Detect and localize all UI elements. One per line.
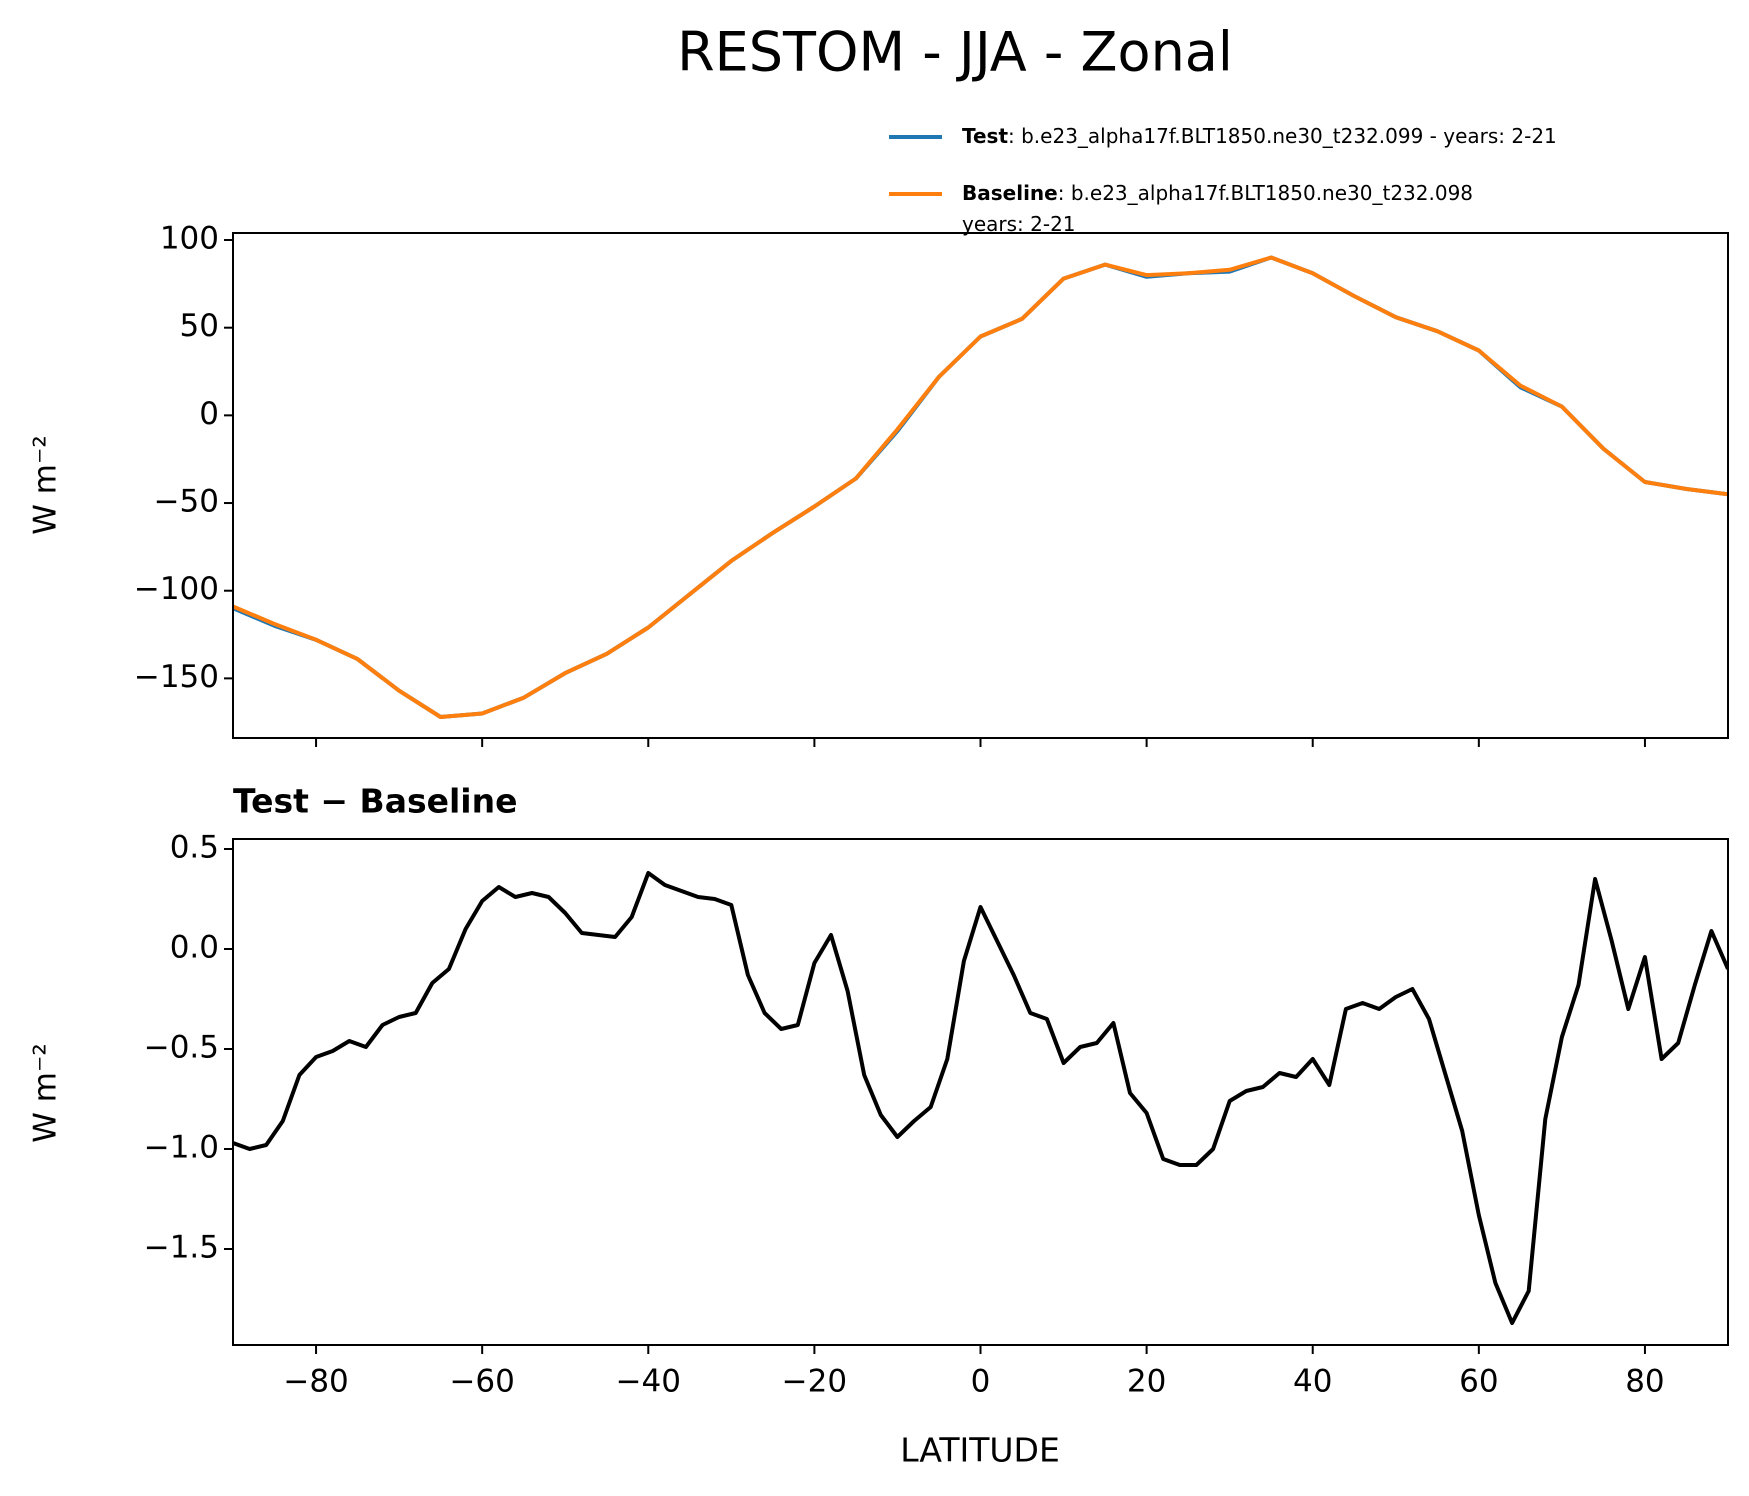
x-tick-label: 80 [1625, 1364, 1664, 1400]
legend-description: years: 2-21 [962, 212, 1076, 236]
x-tick-label: 60 [1459, 1364, 1498, 1400]
y-tick-label: −50 [154, 484, 219, 520]
legend-label: Baseline: b.e23_alpha17f.BLT1850.ne30_t2… [962, 181, 1473, 236]
plot-frame [232, 232, 1729, 739]
x-tick-label: −40 [616, 1364, 681, 1400]
y-tick-label: −100 [134, 571, 219, 607]
x-axis-label: LATITUDE [900, 1431, 1060, 1470]
y-tick-label: 0.5 [170, 830, 219, 866]
chart-title: RESTOM - JJA - Zonal [677, 21, 1233, 84]
x-tick-label: −80 [283, 1364, 348, 1400]
data-line [233, 255, 1728, 719]
y-tick-label: −0.5 [144, 1030, 219, 1066]
legend-description: : b.e23_alpha17f.BLT1850.ne30_t232.098 [1058, 181, 1473, 205]
y-tick-label: −1.5 [144, 1230, 219, 1266]
y-tick-label: 50 [180, 308, 219, 344]
data-line [233, 871, 1728, 1325]
subplot-title: Test − Baseline [233, 782, 518, 821]
data-line [233, 255, 1728, 719]
legend-name: Baseline [962, 181, 1058, 205]
y-tick-label: −1.0 [144, 1130, 219, 1166]
y-axis-label: W m⁻² [28, 1043, 64, 1143]
legend-description: : b.e23_alpha17f.BLT1850.ne30_t232.099 -… [1008, 124, 1557, 148]
y-tick-label: −150 [134, 659, 219, 695]
x-tick-label: 20 [1127, 1364, 1166, 1400]
plot-frame [232, 838, 1729, 1346]
legend-label: Test: b.e23_alpha17f.BLT1850.ne30_t232.0… [962, 124, 1557, 148]
x-tick-label: 0 [971, 1364, 991, 1400]
y-tick-label: 0.0 [170, 930, 219, 966]
y-tick-label: 100 [160, 221, 219, 257]
x-tick-label: −60 [449, 1364, 514, 1400]
legend-name: Test [962, 124, 1008, 148]
y-axis-label: W m⁻² [28, 435, 64, 535]
y-tick-label: 0 [199, 396, 219, 432]
x-tick-label: −20 [782, 1364, 847, 1400]
x-tick-label: 40 [1293, 1364, 1332, 1400]
